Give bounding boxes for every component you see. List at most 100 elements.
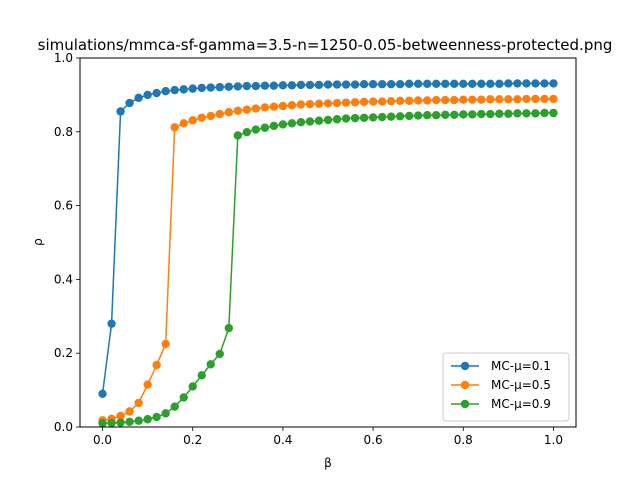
chart-title: simulations/mmca-sf-gamma=3.5-n=1250-0.0… xyxy=(38,36,613,54)
data-point xyxy=(188,84,197,93)
data-point xyxy=(215,349,224,359)
data-point xyxy=(170,123,179,132)
data-point xyxy=(413,111,423,120)
data-point xyxy=(423,79,432,89)
data-point xyxy=(341,80,351,89)
data-point xyxy=(224,323,233,333)
y-tick-label: 0.0 xyxy=(54,420,73,434)
data-point xyxy=(98,419,107,428)
data-point xyxy=(341,98,351,107)
data-point xyxy=(269,121,279,131)
data-point xyxy=(513,79,522,88)
y-tick-label: 0.6 xyxy=(54,199,73,213)
data-point xyxy=(486,95,495,104)
data-point xyxy=(359,80,369,89)
data-point xyxy=(368,80,378,89)
data-point xyxy=(413,96,423,105)
legend-label: MC-μ=0.1 xyxy=(491,359,551,373)
data-point xyxy=(450,95,459,105)
data-point xyxy=(242,105,252,114)
data-point xyxy=(107,418,116,428)
data-point xyxy=(540,94,549,104)
legend: MC-μ=0.1 MC-μ=0.5 MC-μ=0.9 xyxy=(442,352,570,422)
data-point xyxy=(549,108,558,118)
data-point xyxy=(116,418,125,427)
data-point xyxy=(314,116,324,125)
y-tick-label: 0.2 xyxy=(54,346,73,360)
legend-label: MC-μ=0.9 xyxy=(491,397,551,411)
data-point xyxy=(134,398,143,408)
data-point xyxy=(504,79,513,88)
series-layer xyxy=(98,79,558,428)
data-point xyxy=(332,80,342,89)
data-point xyxy=(161,339,170,349)
data-point xyxy=(260,123,270,132)
data-point xyxy=(224,108,233,117)
data-point xyxy=(495,95,504,104)
data-point xyxy=(468,79,477,89)
data-point xyxy=(468,95,477,104)
data-point xyxy=(459,110,468,119)
series-3 xyxy=(98,108,558,428)
data-point xyxy=(504,109,513,118)
y-axis-ticks: 0.0 0.2 0.4 0.6 0.8 1.0 xyxy=(54,51,80,434)
data-point xyxy=(504,95,513,104)
x-tick-label: 1.0 xyxy=(544,433,563,447)
data-point xyxy=(350,98,360,107)
data-point xyxy=(287,81,297,90)
data-point xyxy=(513,95,522,104)
data-point xyxy=(413,79,423,89)
data-point xyxy=(486,79,495,89)
data-point xyxy=(215,109,224,119)
data-point xyxy=(477,79,486,89)
legend-entry: MC-μ=0.9 xyxy=(451,397,551,411)
data-point xyxy=(152,412,161,422)
legend-marker-swatch xyxy=(460,380,470,390)
data-point xyxy=(269,81,279,90)
data-point xyxy=(143,90,152,100)
data-point xyxy=(179,119,188,128)
legend-marker-swatch xyxy=(460,361,470,371)
data-point xyxy=(450,79,459,89)
legend-entry: MC-μ=0.5 xyxy=(451,378,551,392)
data-point xyxy=(260,103,270,112)
data-point xyxy=(423,110,432,120)
data-point xyxy=(404,96,414,106)
data-point xyxy=(242,81,252,91)
data-point xyxy=(549,79,558,88)
data-point xyxy=(251,81,261,91)
x-tick-label: 0.2 xyxy=(183,433,202,447)
data-point xyxy=(278,81,288,90)
data-point xyxy=(134,93,143,103)
data-point xyxy=(296,100,306,109)
data-point xyxy=(188,382,197,391)
data-point xyxy=(224,82,233,91)
data-point xyxy=(459,79,468,89)
data-point xyxy=(386,96,396,106)
data-point xyxy=(134,416,143,425)
data-point xyxy=(206,83,215,92)
data-point xyxy=(170,402,179,411)
data-point xyxy=(495,79,504,89)
data-point xyxy=(251,125,261,134)
data-point xyxy=(98,389,107,398)
data-point xyxy=(125,417,134,427)
y-tick-label: 0.4 xyxy=(54,272,73,286)
data-point xyxy=(233,106,243,115)
x-tick-label: 0.8 xyxy=(454,433,473,447)
legend-marker-swatch xyxy=(460,399,470,409)
data-point xyxy=(188,116,197,125)
series-1 xyxy=(98,79,558,398)
data-point xyxy=(125,407,134,416)
data-point xyxy=(332,115,342,124)
data-point xyxy=(206,360,215,369)
data-point xyxy=(206,111,215,121)
x-tick-label: 0.0 xyxy=(93,433,112,447)
data-point xyxy=(233,82,243,91)
data-point xyxy=(477,109,486,119)
data-point xyxy=(152,360,161,370)
data-point xyxy=(395,112,405,121)
data-point xyxy=(531,94,540,104)
data-point xyxy=(170,85,179,95)
